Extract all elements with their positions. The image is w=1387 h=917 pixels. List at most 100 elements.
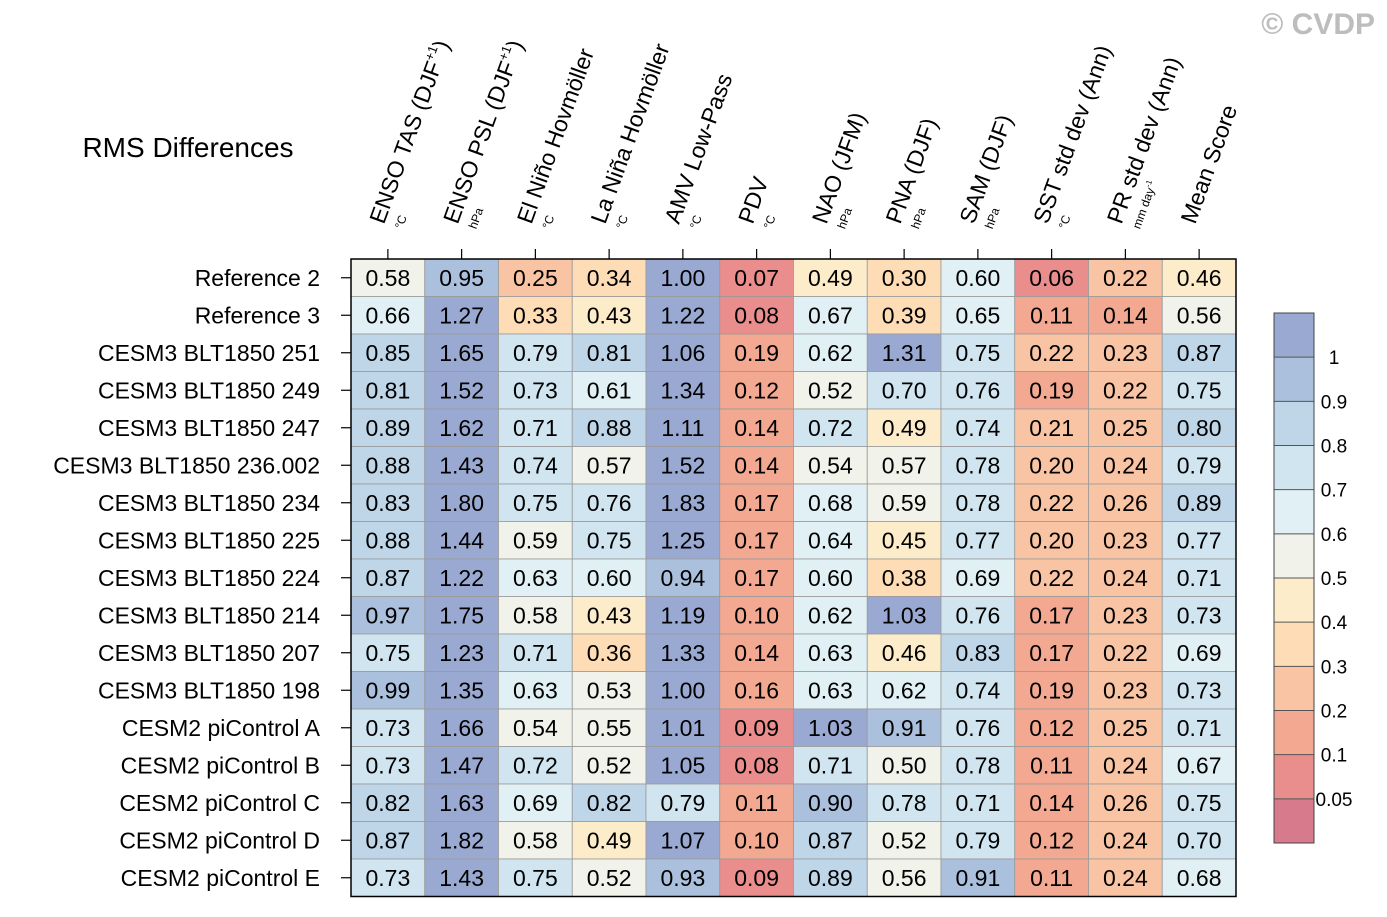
- cell-value: 0.73: [365, 865, 410, 891]
- heatmap-cell: [793, 296, 868, 335]
- cell-value: 0.88: [587, 415, 632, 441]
- cell-value: 0.59: [882, 490, 927, 516]
- cell-value: 0.58: [365, 265, 410, 291]
- heatmap-cell: [940, 558, 1016, 597]
- heatmap-cell: [424, 596, 499, 635]
- cell-value: 0.87: [1177, 340, 1222, 366]
- heatmap-cell: [940, 596, 1016, 635]
- cell-value: 0.11: [735, 790, 778, 816]
- heatmap-cell: [866, 446, 942, 485]
- heatmap-cell: [940, 671, 1016, 710]
- heatmap-cell: [719, 408, 794, 447]
- cell-value: 0.60: [955, 265, 1000, 291]
- heatmap-cell: [1014, 746, 1089, 785]
- cell-value: 1.63: [439, 790, 484, 816]
- cell-value: 0.34: [587, 265, 632, 291]
- heatmap-cell: [940, 633, 1016, 672]
- heatmap-cell: [1161, 633, 1237, 672]
- cell-value: 0.59: [513, 527, 558, 553]
- column-name-text: El Niño Hovmöller: [512, 45, 599, 227]
- heatmap-cell: [793, 558, 868, 597]
- heatmap-cell: [571, 596, 647, 635]
- heatmap-cell: [498, 408, 573, 447]
- cell-value: 0.23: [1103, 677, 1148, 703]
- cell-value: 1.82: [439, 827, 484, 853]
- heatmap-cell: [571, 371, 647, 410]
- cell-value: 0.87: [365, 827, 410, 853]
- cell-value: 0.65: [955, 302, 1000, 328]
- cell-value: 0.10: [734, 827, 779, 853]
- colorbar-label: 0.2: [1321, 702, 1347, 723]
- heatmap-cell: [1161, 708, 1237, 747]
- cell-value: 0.12: [734, 377, 779, 403]
- cell-value: 0.89: [1177, 490, 1222, 516]
- heatmap-cell: [1088, 446, 1163, 485]
- cell-value: 0.56: [1177, 302, 1222, 328]
- colorbar-label: 0.6: [1321, 525, 1347, 546]
- heatmap-cell: [866, 333, 942, 372]
- heatmap-cell: [719, 446, 794, 485]
- heatmap-cell: [424, 258, 499, 297]
- heatmap-cell: [498, 708, 573, 747]
- cell-value: 0.77: [955, 527, 1000, 553]
- heatmap-cell: [498, 521, 573, 560]
- cell-value: 0.58: [513, 827, 558, 853]
- cell-value: 0.39: [882, 302, 927, 328]
- cell-value: 1.66: [439, 715, 484, 741]
- colorbar-label: 0.05: [1316, 790, 1353, 811]
- cell-value: 0.74: [955, 677, 1000, 703]
- heatmap-cell: [645, 483, 721, 522]
- heatmap-cell: [645, 671, 721, 710]
- cvdp-watermark: © CVDP: [1261, 8, 1375, 41]
- cell-value: 0.79: [955, 827, 1000, 853]
- heatmap-cell: [571, 258, 647, 297]
- cell-value: 1.33: [660, 640, 705, 666]
- cell-value: 0.89: [808, 865, 853, 891]
- colorbar-label: 0.3: [1321, 657, 1347, 678]
- heatmap-cell: [645, 333, 721, 372]
- heatmap-cell: [645, 558, 721, 597]
- cell-value: 0.71: [1177, 715, 1222, 741]
- cell-value: 0.69: [1177, 640, 1222, 666]
- cell-value: 0.54: [513, 715, 558, 741]
- cell-value: 1.27: [439, 302, 484, 328]
- heatmap-cell: [1161, 333, 1237, 372]
- heatmap-cell: [1014, 858, 1089, 897]
- cell-value: 0.26: [1103, 490, 1148, 516]
- cell-value: 0.25: [1103, 415, 1148, 441]
- cell-value: 0.78: [882, 790, 927, 816]
- cell-value: 0.90: [808, 790, 853, 816]
- cell-value: 1.43: [439, 865, 484, 891]
- row-labels: Reference 2 Reference 3 CESM3 BLT1850 251 C…: [53, 265, 320, 891]
- heatmap-cell: [940, 483, 1016, 522]
- column-unit: hPa: [908, 205, 929, 230]
- cell-value: 0.24: [1103, 865, 1148, 891]
- heatmap-cell: [866, 371, 942, 410]
- cell-value: 0.58: [513, 602, 558, 628]
- cell-value: 0.20: [1029, 452, 1074, 478]
- cell-value: 0.52: [882, 827, 927, 853]
- row-label: CESM3 BLT1850 236.002: [53, 452, 320, 478]
- cell-value: 0.87: [365, 565, 410, 591]
- heatmap-cell: [424, 633, 499, 672]
- cell-value: 0.73: [513, 377, 558, 403]
- heatmap-cell: [866, 521, 942, 560]
- heatmap-cell: [1088, 596, 1163, 635]
- cell-value: 1.07: [660, 827, 705, 853]
- heatmap-cell: [498, 483, 573, 522]
- row-label: CESM2 piControl B: [121, 752, 320, 778]
- cell-value: 0.63: [513, 677, 558, 703]
- heatmap-cell: [350, 483, 426, 522]
- cell-value: 1.80: [439, 490, 484, 516]
- column-unit: hPa: [835, 205, 856, 230]
- cell-value: 0.54: [808, 452, 853, 478]
- cell-value: 0.99: [365, 677, 410, 703]
- heatmap-cell: [719, 708, 794, 747]
- column-unit-text: °C: [392, 213, 410, 231]
- cell-value: 0.24: [1103, 565, 1148, 591]
- column-unit: hPa: [982, 205, 1003, 230]
- heatmap-cell: [719, 858, 794, 897]
- cell-value: 1.19: [660, 602, 705, 628]
- heatmap-cell: [571, 446, 647, 485]
- heatmap-cell: [1161, 408, 1237, 447]
